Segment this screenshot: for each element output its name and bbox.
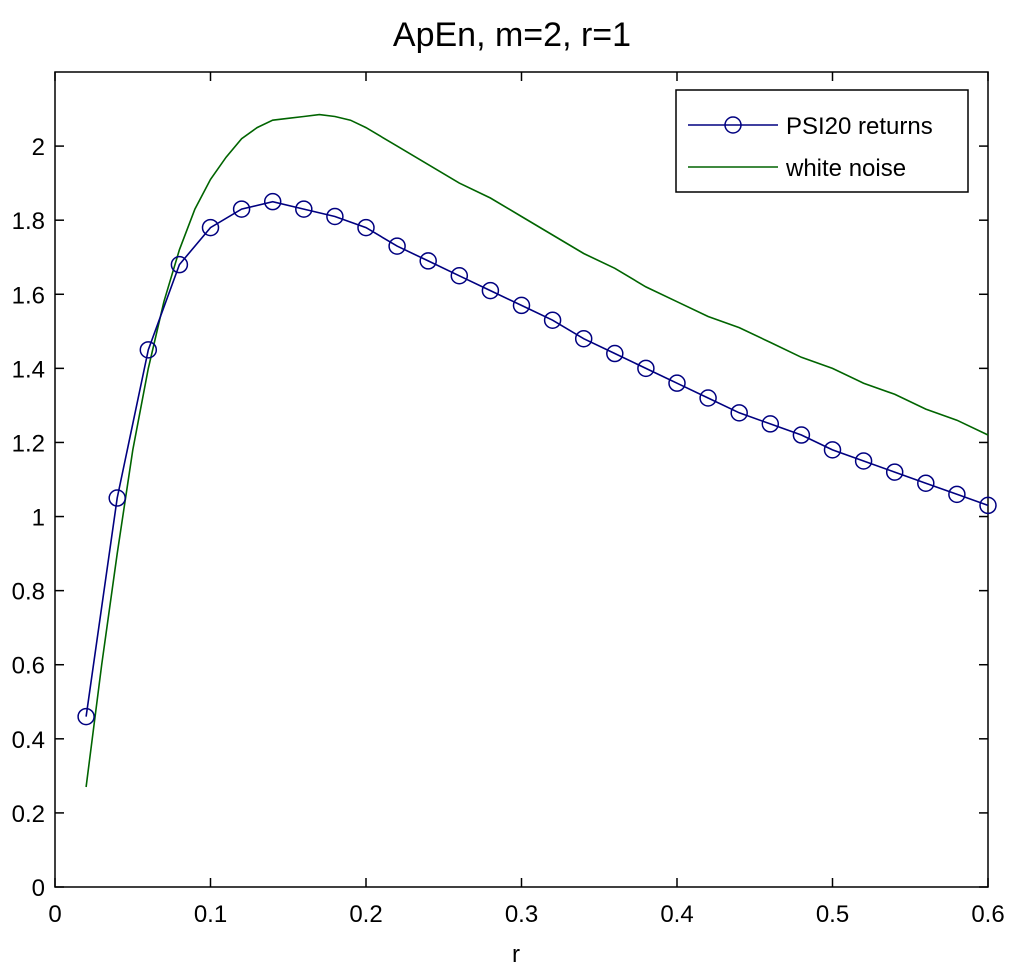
y-tick-label: 1.2 — [12, 430, 45, 457]
data-point-psi20-returns — [512, 296, 531, 315]
x-axis-label: r — [512, 941, 520, 968]
x-tick-label: 0.5 — [816, 901, 849, 928]
data-point-psi20-returns — [637, 359, 655, 378]
y-tick-label: 1.8 — [12, 208, 45, 235]
data-point-psi20-returns — [77, 707, 95, 726]
legend-marker-psi20 — [724, 116, 742, 134]
axes-box — [54, 71, 989, 888]
data-point-psi20-returns — [357, 218, 375, 237]
y-tick-label: 1.6 — [12, 282, 45, 309]
data-point-psi20-returns — [792, 426, 811, 444]
data-point-psi20-returns — [854, 452, 873, 470]
legend-label-psi20: PSI20 returns — [786, 113, 933, 140]
x-tick-label: 0 — [48, 901, 61, 928]
data-point-psi20-returns — [263, 192, 282, 211]
series-line-white-noise — [85, 113, 989, 788]
data-point-psi20-returns — [139, 341, 158, 359]
data-point-psi20-returns — [419, 252, 437, 270]
data-point-psi20-returns — [170, 255, 189, 274]
data-point-psi20-returns — [948, 485, 966, 504]
legend-label-white-noise: white noise — [785, 155, 906, 182]
data-point-psi20-returns — [606, 344, 624, 363]
data-point-psi20-returns — [823, 441, 842, 459]
data-point-psi20-returns — [388, 237, 406, 255]
y-tick-label: 0.8 — [12, 579, 45, 606]
y-tick-label: 0 — [32, 875, 45, 902]
chart-title: ApEn, m=2, r=1 — [393, 16, 631, 54]
x-tick-label: 0.1 — [194, 901, 227, 928]
series-line-psi20-returns — [85, 200, 989, 717]
data-point-psi20-returns — [450, 267, 469, 285]
x-tick-label: 0.6 — [971, 901, 1004, 928]
data-point-psi20-returns — [917, 474, 935, 492]
data-point-psi20-returns — [761, 415, 780, 433]
data-point-psi20-returns — [574, 329, 593, 348]
data-point-psi20-returns — [201, 218, 220, 237]
x-tick-label: 0.2 — [349, 901, 382, 928]
y-tick-label: 1 — [32, 505, 45, 532]
data-point-psi20-returns — [699, 389, 717, 407]
y-tick-label: 0.4 — [12, 727, 45, 754]
data-point-psi20-returns — [668, 374, 686, 392]
plot-area: 0 0.1 0.2 0.3 0.4 0.5 0.6 0 0.2 0.4 0.6 0.8 1 1.2 1.4 1… — [12, 71, 1005, 928]
data-point-psi20-returns — [295, 200, 313, 218]
data-point-psi20-returns — [232, 200, 251, 218]
legend-box — [675, 89, 969, 193]
x-tick-label: 0.4 — [660, 901, 693, 928]
data-point-psi20-returns — [543, 311, 562, 329]
y-tick-label: 0.2 — [12, 801, 45, 828]
y-tick-label: 2 — [32, 134, 45, 161]
data-point-psi20-returns — [885, 463, 904, 481]
x-tick-label: 0.3 — [505, 901, 538, 928]
data-point-psi20-returns — [730, 404, 748, 422]
data-point-psi20-returns — [979, 496, 997, 515]
y-tick-label: 1.4 — [12, 356, 45, 383]
data-point-psi20-returns — [481, 281, 500, 300]
y-tick-label: 0.6 — [12, 653, 45, 680]
data-point-psi20-returns — [108, 489, 126, 507]
legend: PSI20 returns white noise — [675, 89, 969, 193]
data-point-psi20-returns — [326, 207, 344, 226]
